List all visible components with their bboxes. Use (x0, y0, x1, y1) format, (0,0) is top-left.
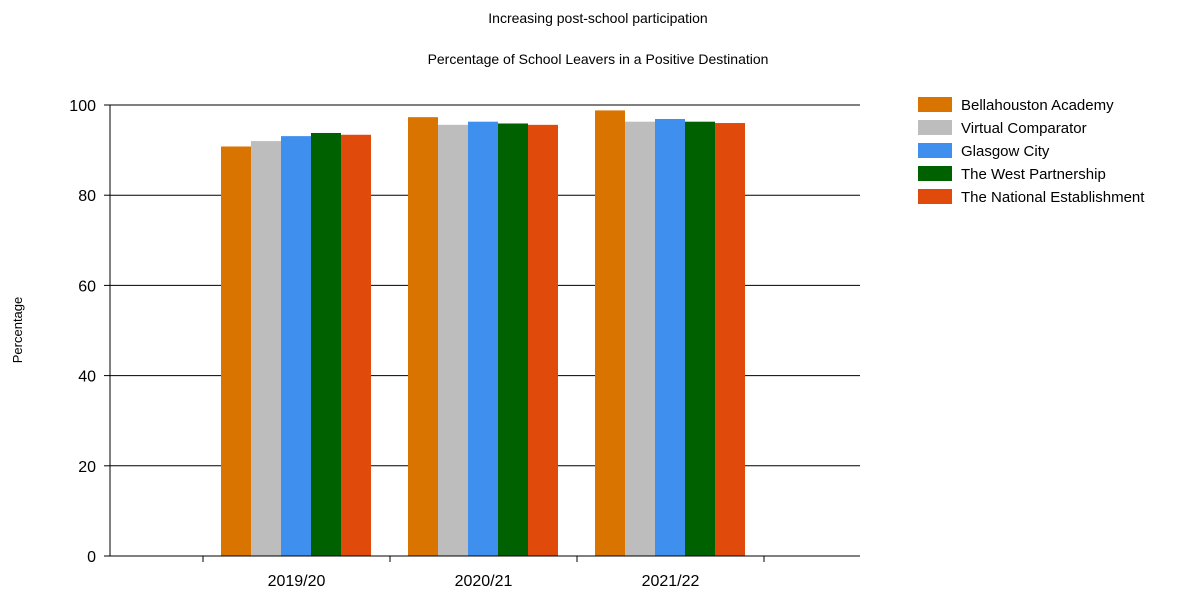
y-tick-label: 60 (78, 278, 96, 295)
bar-2020-21-the-west-partnership (498, 123, 528, 556)
y-tick-label: 80 (78, 188, 96, 205)
bar-2021-22-glasgow-city (655, 118, 685, 556)
chart-title: Increasing post-school participation (488, 10, 707, 26)
bar-2021-22-bellahouston-academy (595, 110, 625, 557)
legend-swatch (918, 143, 952, 158)
x-tick-label: 2019/20 (268, 573, 326, 590)
x-tick-label: 2021/22 (642, 573, 700, 590)
bar-2021-22-virtual-comparator (625, 121, 655, 556)
bar-2021-22-the-national-establishment (715, 123, 745, 556)
legend-label: The National Establishment (961, 189, 1145, 206)
legend-swatch (918, 189, 952, 204)
y-axis-title: Percentage (10, 297, 25, 364)
chart-subtitle: Percentage of School Leavers in a Positi… (428, 51, 769, 67)
bar-2019-20-glasgow-city (281, 136, 311, 556)
legend-label: Virtual Comparator (961, 120, 1087, 137)
bar-2019-20-the-national-establishment (341, 134, 371, 557)
x-tick-label: 2020/21 (455, 573, 513, 590)
y-tick-label: 100 (69, 98, 96, 115)
bar-2019-20-virtual-comparator (251, 141, 281, 556)
bar-2021-22-the-west-partnership (685, 121, 715, 556)
bar-2019-20-bellahouston-academy (221, 146, 251, 556)
legend-swatch (918, 97, 952, 112)
bar-2020-21-virtual-comparator (438, 124, 468, 557)
bar-2020-21-the-national-establishment (528, 124, 558, 557)
y-tick-label: 0 (87, 549, 96, 566)
legend-swatch (918, 120, 952, 135)
bar-2019-20-the-west-partnership (311, 132, 341, 556)
bar-2020-21-bellahouston-academy (408, 117, 438, 556)
y-tick-label: 20 (78, 459, 96, 476)
y-tick-label: 40 (78, 369, 96, 386)
legend-label: The West Partnership (961, 166, 1106, 183)
legend-label: Bellahouston Academy (961, 97, 1114, 114)
legend: Bellahouston Academy Virtual Comparator Gl… (918, 97, 1145, 206)
legend-swatch (918, 166, 952, 181)
bar-2020-21-glasgow-city (468, 121, 498, 556)
axes: 0 20 40 60 80 100 2019/20 2020/21 2021/22 (69, 98, 860, 590)
bars (221, 110, 745, 557)
legend-label: Glasgow City (961, 143, 1050, 160)
